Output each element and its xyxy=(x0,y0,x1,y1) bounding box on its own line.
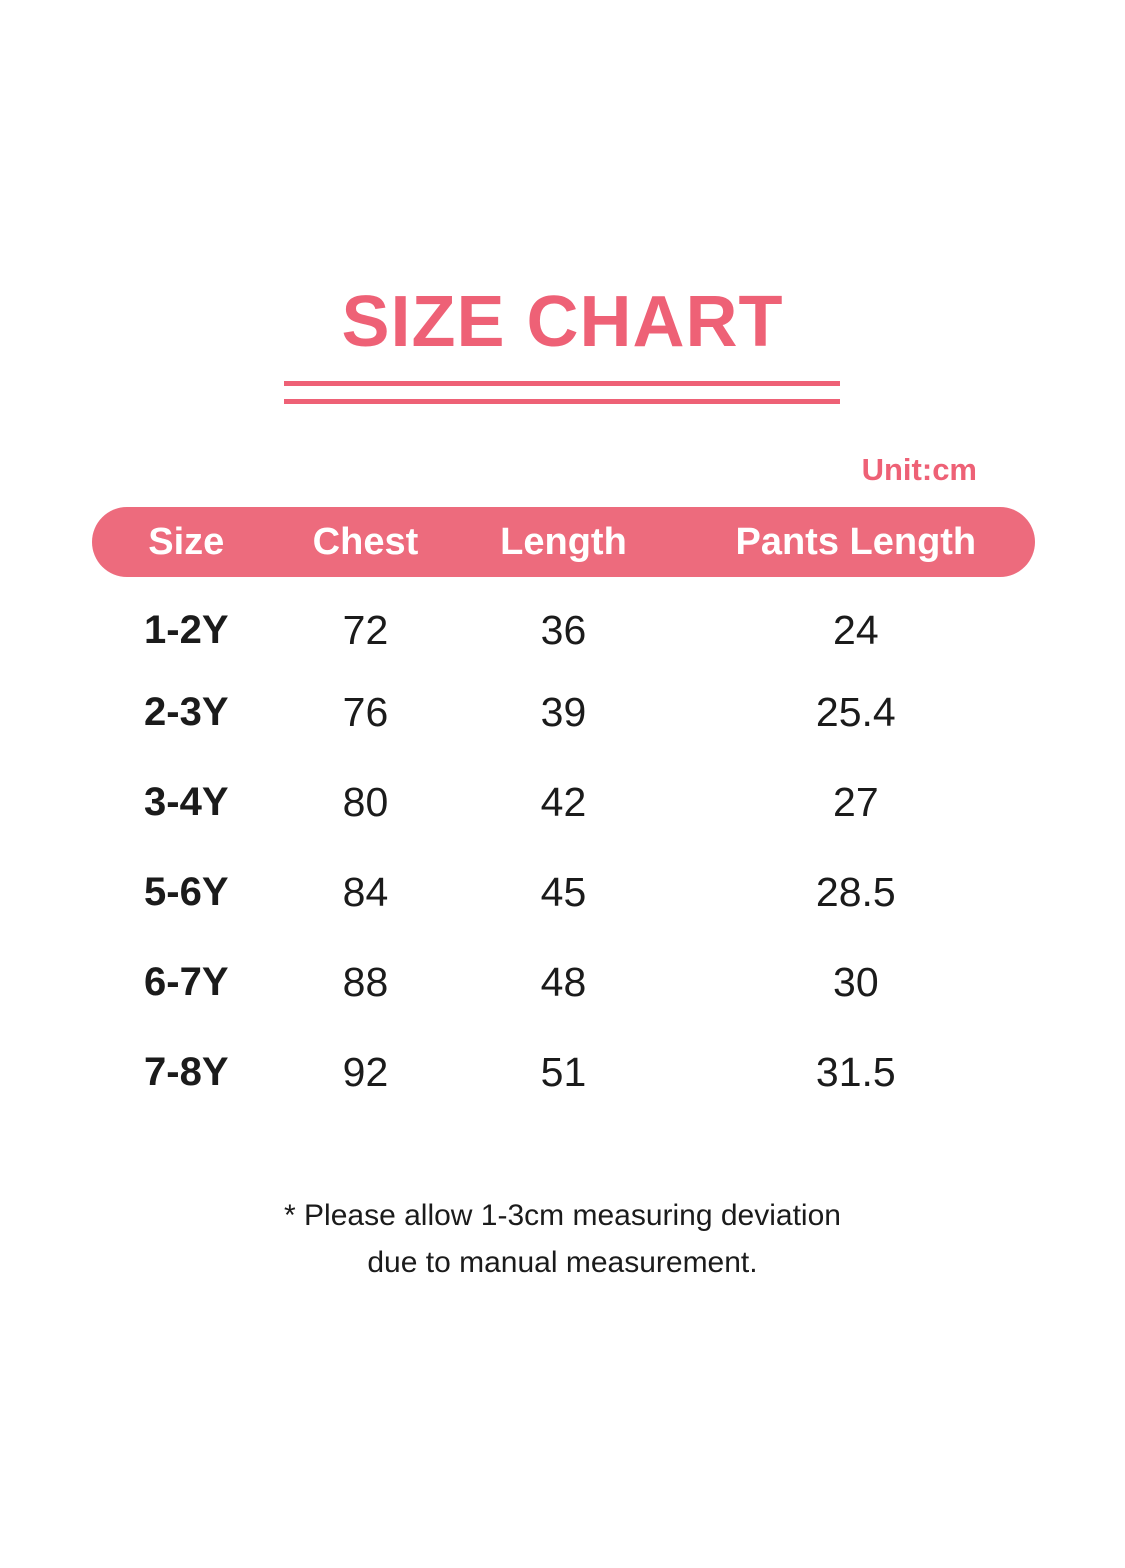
cell-chest: 72 xyxy=(342,606,389,653)
cell-chest: 84 xyxy=(342,868,389,915)
cell-length: 39 xyxy=(540,688,587,735)
table-row: 7-8Y 92 51 31.5 xyxy=(92,1027,1035,1117)
cell-length: 36 xyxy=(540,606,587,653)
cell-pants-length: 25.4 xyxy=(815,688,896,735)
table-row: 3-4Y 80 42 27 xyxy=(92,757,1035,847)
cell-pants-length: 24 xyxy=(833,606,879,653)
footnote-line-1: * Please allow 1-3cm measuring deviation xyxy=(284,1199,841,1232)
page-title: SIZE CHART xyxy=(341,282,784,362)
cell-chest: 76 xyxy=(342,688,389,735)
cell-pants-length: 30 xyxy=(833,958,879,1005)
cell-length: 45 xyxy=(540,868,587,915)
title-underline-bottom xyxy=(284,399,840,404)
cell-size: 5-6Y xyxy=(144,869,229,914)
column-header-chest: Chest xyxy=(280,507,451,577)
table-row: 1-2Y 72 36 24 xyxy=(92,577,1035,667)
table-row: 2-3Y 76 39 25.4 xyxy=(92,667,1035,757)
cell-length: 42 xyxy=(540,778,587,825)
cell-size: 3-4Y xyxy=(144,779,229,824)
unit-label: Unit:cm xyxy=(861,452,977,487)
cell-pants-length: 31.5 xyxy=(815,1048,896,1095)
cell-chest: 80 xyxy=(342,778,389,825)
cell-pants-length: 27 xyxy=(833,778,879,825)
title-double-underline xyxy=(284,381,840,404)
cell-size: 6-7Y xyxy=(144,959,229,1004)
cell-length: 51 xyxy=(540,1048,587,1095)
cell-pants-length: 28.5 xyxy=(815,868,896,915)
cell-length: 48 xyxy=(540,958,587,1005)
column-header-pants-length: Pants Length xyxy=(676,507,1035,577)
footnote: * Please allow 1-3cm measuring deviation… xyxy=(0,1192,1125,1286)
cell-size: 2-3Y xyxy=(144,689,229,734)
cell-chest: 88 xyxy=(342,958,389,1005)
table-row: 6-7Y 88 48 30 xyxy=(92,937,1035,1027)
table-row: 5-6Y 84 45 28.5 xyxy=(92,847,1035,937)
column-header-size: Size xyxy=(92,507,281,577)
size-table: Size Chest Length Pants Length 1-2Y 72 3… xyxy=(92,507,1035,1117)
title-underline-top xyxy=(284,381,840,386)
cell-size: 1-2Y xyxy=(144,607,229,652)
column-header-length: Length xyxy=(450,507,677,577)
table-header-row: Size Chest Length Pants Length xyxy=(92,507,1035,577)
cell-chest: 92 xyxy=(342,1048,389,1095)
footnote-line-2: due to manual measurement. xyxy=(367,1246,758,1279)
cell-size: 7-8Y xyxy=(144,1049,229,1094)
